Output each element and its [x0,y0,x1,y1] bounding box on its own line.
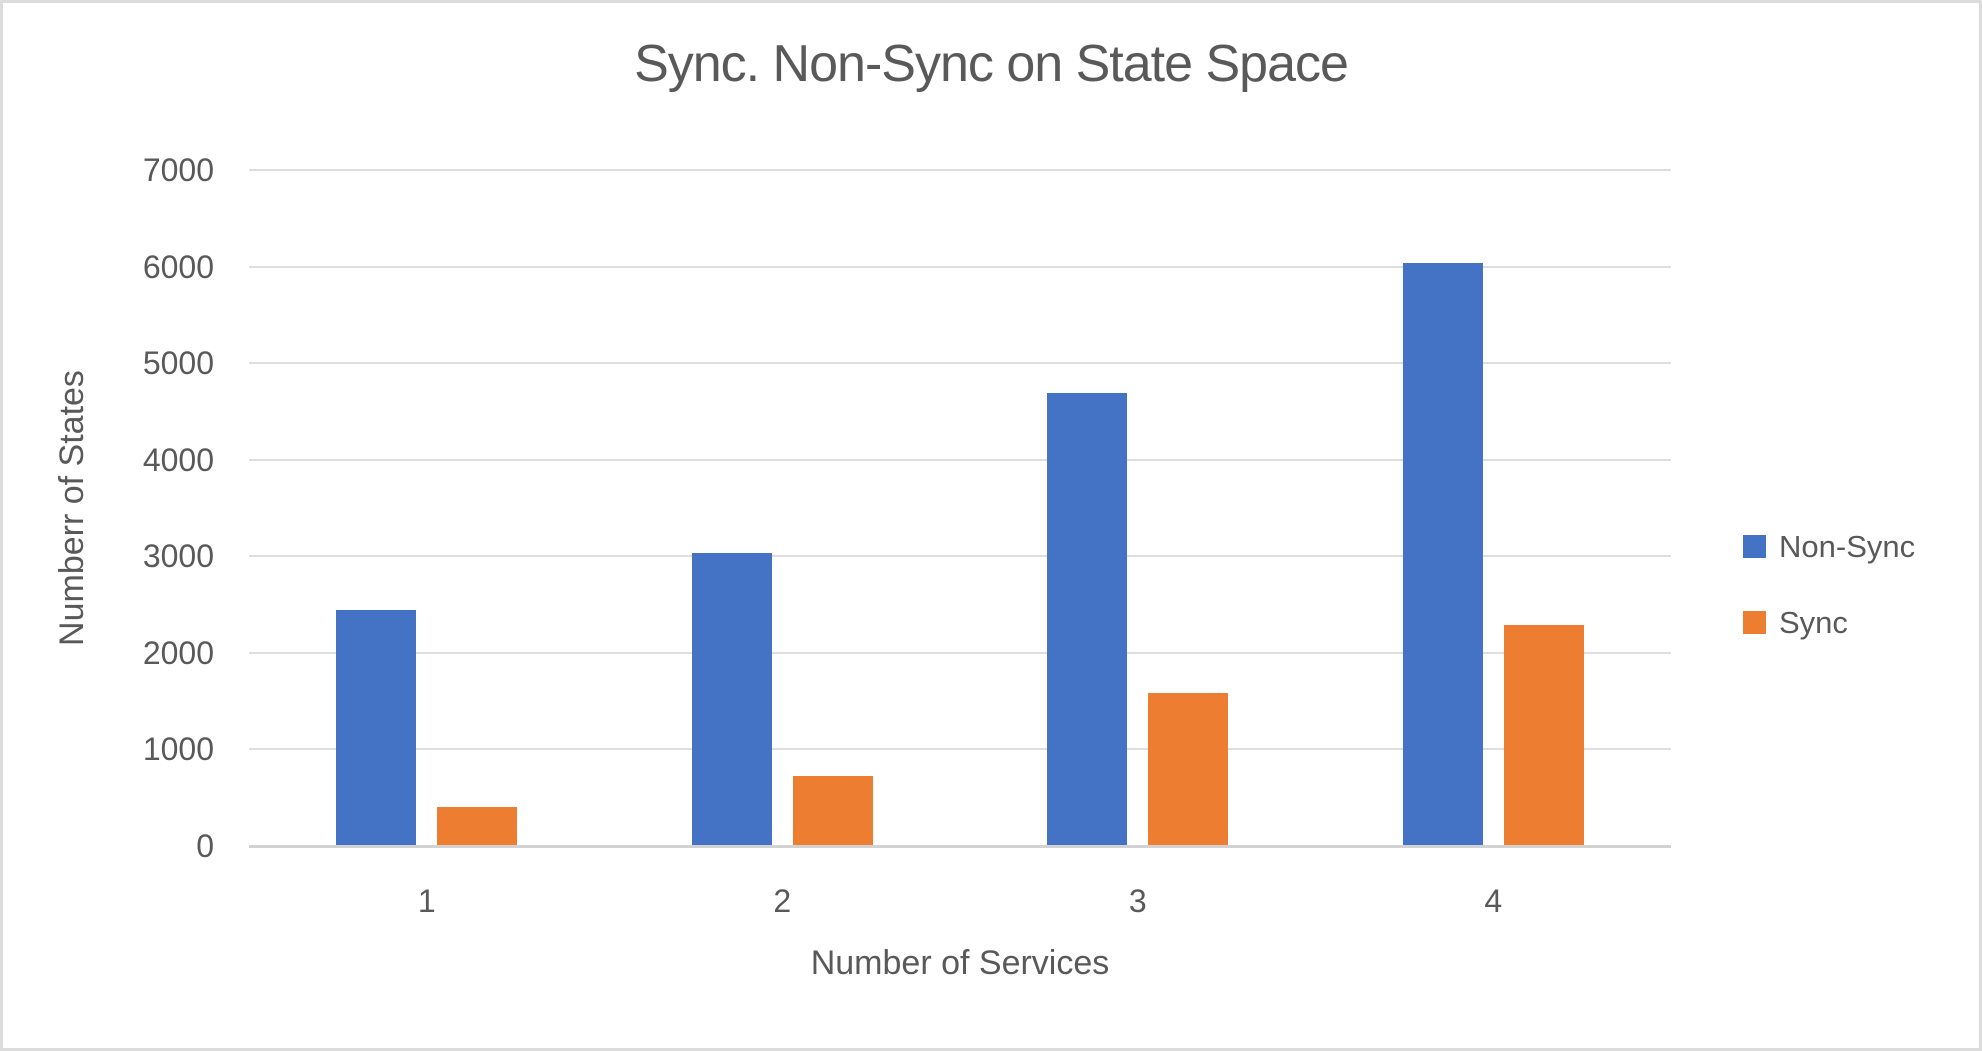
gridline [249,555,1671,558]
y-axis-tick-label: 6000 [142,248,214,285]
bar-non-sync-cat-1 [336,610,417,846]
bar-non-sync-cat-2 [691,553,772,846]
bar-sync-cat-3 [1148,693,1229,846]
x-axis-category-label: 4 [1484,883,1503,919]
gridline [249,651,1671,654]
x-axis-category-label: 2 [773,883,792,919]
y-axis-tick-label: 4000 [142,441,214,478]
gridline [249,458,1671,461]
legend-entry-sync: Sync [1743,605,1915,640]
legend-swatch-sync-icon [1743,611,1766,634]
legend-entry-non-sync: Non-Sync [1743,529,1915,564]
gridline [249,265,1671,268]
bar-sync-cat-1 [437,807,518,846]
y-axis-tick-label: 5000 [142,345,214,382]
y-axis-tick-label: 0 [196,828,214,864]
x-axis-category-label: 3 [1128,883,1147,919]
bar-sync-cat-2 [792,776,873,846]
gridline [249,362,1671,365]
bar-sync-cat-4 [1503,624,1584,846]
legend-swatch-non-sync-icon [1743,535,1766,558]
legend-label-non-sync: Non-Sync [1779,528,1916,564]
x-axis-title: Number of Services [810,944,1110,982]
y-axis-title: Numberr of States [53,370,91,646]
y-axis-tick-label: 2000 [142,634,214,671]
x-axis-line [249,845,1671,848]
bar-non-sync-cat-4 [1402,262,1483,846]
x-axis-category-label: 1 [417,883,436,919]
y-axis-tick-label: 3000 [142,538,214,575]
legend: Non-Sync Sync [1743,529,1915,640]
y-axis-tick-label: 7000 [142,152,214,188]
chart-title: Sync. Non-Sync on State Space [634,35,1349,93]
gridline [249,169,1671,171]
bar-non-sync-cat-3 [1047,393,1128,846]
legend-label-sync: Sync [1779,604,1848,640]
gridline [249,748,1671,751]
y-axis-tick-label: 1000 [142,731,214,768]
